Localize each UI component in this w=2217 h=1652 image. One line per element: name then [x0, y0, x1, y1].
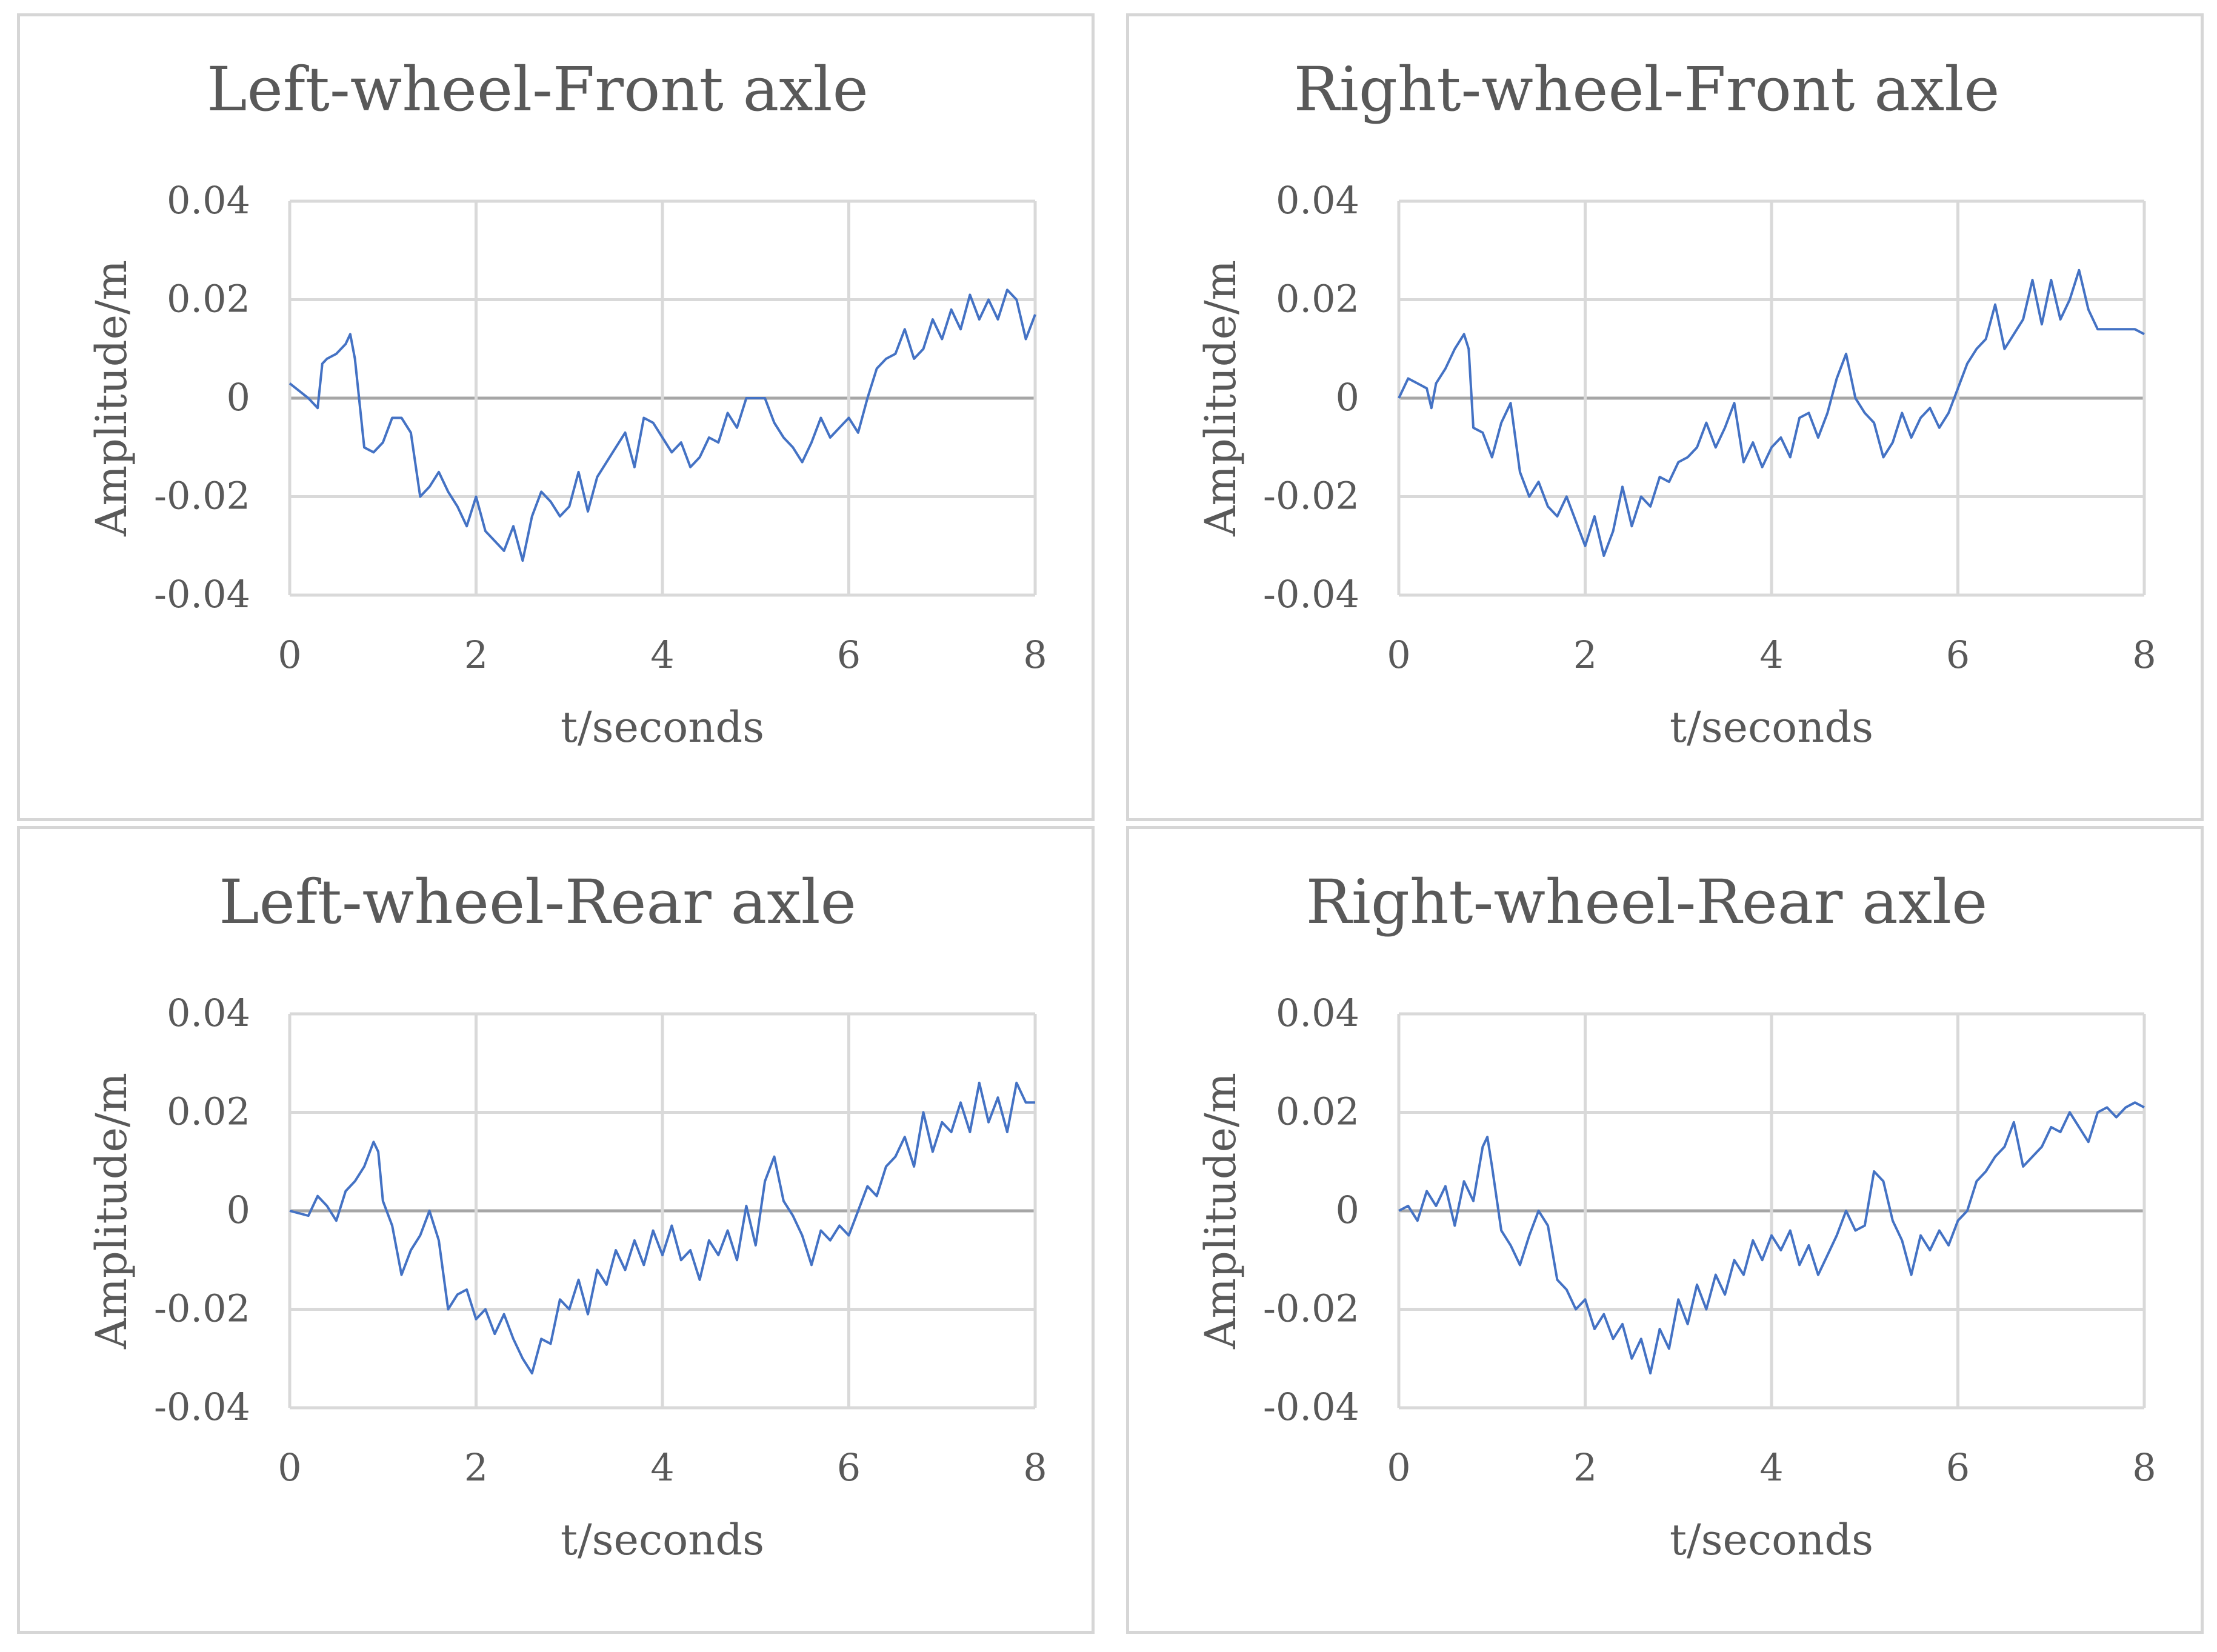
x-tick-label: 6: [837, 633, 861, 677]
y-tick-label: 0.04: [1276, 178, 1359, 222]
x-tick-label: 2: [464, 633, 488, 677]
x-tick-label: 0: [278, 1445, 301, 1490]
y-axis-label: Amplitude/m: [87, 1073, 136, 1350]
y-axis-label: Amplitude/m: [1196, 260, 1245, 537]
series-line: [288, 288, 1036, 562]
x-tick-label: 6: [837, 1445, 861, 1490]
y-tick-label: 0.02: [1276, 277, 1359, 321]
y-tick-label: 0.02: [167, 277, 250, 321]
y-tick-label: -0.02: [1263, 1287, 1359, 1331]
x-axis-label: t/seconds: [1670, 702, 1873, 752]
x-tick-label: 0: [278, 633, 301, 677]
y-tick-label: 0.04: [167, 178, 250, 222]
y-tick-label: -0.02: [154, 1287, 250, 1331]
y-tick-label: -0.02: [1263, 474, 1359, 518]
y-tick-label: 0: [227, 375, 250, 419]
y-tick-label: 0.02: [167, 1090, 250, 1134]
chart-panel-left-rear: Left-wheel-Rear axle 0.04 0.02 0 -0.02 -0.04 0…: [17, 826, 1095, 1634]
series-line: [1398, 268, 2145, 557]
x-tick-label: 4: [650, 633, 674, 677]
x-tick-label: 6: [1946, 1445, 1970, 1490]
y-tick-label: -0.04: [154, 572, 250, 616]
chart-svg: Left-wheel-Rear axle 0.04 0.02 0 -0.02 -0.04 0…: [87, 867, 1047, 1565]
x-tick-label: 6: [1946, 633, 1970, 677]
y-axis-label: Amplitude/m: [1196, 1073, 1245, 1350]
chart-title: Left-wheel-Rear axle: [219, 867, 856, 938]
chart-svg: Right-wheel-Rear axle 0.04 0.02 0 -0.02 -0.04…: [1196, 867, 2156, 1565]
y-tick-label: -0.02: [154, 474, 250, 518]
chart-panel-right-rear: Right-wheel-Rear axle 0.04 0.02 0 -0.02 -0.04…: [1126, 826, 2204, 1634]
y-tick-label: 0: [227, 1188, 250, 1232]
series-line: [289, 1081, 1035, 1375]
x-tick-label: 8: [2132, 1445, 2156, 1490]
chart-svg: Left-wheel-Front axle 0.04 0.02 0 -0.02 -0.04…: [87, 54, 1047, 752]
chart-panel-right-front: Right-wheel-Front axle 0.04 0.02 0 -0.02 -0.0…: [1126, 13, 2204, 821]
y-tick-label: 0.02: [1276, 1090, 1359, 1134]
y-axis-label: Amplitude/m: [87, 260, 136, 537]
y-tick-label: 0.04: [167, 991, 250, 1035]
x-tick-label: 2: [464, 1445, 488, 1490]
chart-title: Left-wheel-Front axle: [207, 54, 868, 125]
x-tick-label: 4: [650, 1445, 674, 1490]
chart-title: Right-wheel-Rear axle: [1306, 867, 1988, 938]
x-tick-label: 4: [1759, 1445, 1783, 1490]
chart-svg: Right-wheel-Front axle 0.04 0.02 0 -0.02 -0.0…: [1196, 54, 2156, 752]
x-tick-label: 2: [1573, 633, 1597, 677]
x-axis-label: t/seconds: [561, 702, 764, 752]
chart-panel-left-front: Left-wheel-Front axle 0.04 0.02 0 -0.02 -0.04…: [17, 13, 1095, 821]
x-tick-label: 0: [1387, 1445, 1410, 1490]
chart-title: Right-wheel-Front axle: [1294, 54, 2000, 125]
x-tick-label: 0: [1387, 633, 1410, 677]
y-tick-label: -0.04: [154, 1385, 250, 1429]
x-tick-label: 8: [1023, 1445, 1047, 1490]
x-tick-label: 8: [1023, 633, 1047, 677]
y-tick-label: 0: [1336, 1188, 1359, 1232]
y-tick-label: 0.04: [1276, 991, 1359, 1035]
x-tick-label: 2: [1573, 1445, 1597, 1490]
y-tick-label: 0: [1336, 375, 1359, 419]
x-axis-label: t/seconds: [1670, 1515, 1873, 1565]
series-line: [1398, 1101, 2145, 1375]
y-tick-label: -0.04: [1263, 572, 1359, 616]
x-tick-label: 4: [1759, 633, 1783, 677]
y-tick-label: -0.04: [1263, 1385, 1359, 1429]
x-tick-label: 8: [2132, 633, 2156, 677]
x-axis-label: t/seconds: [561, 1515, 764, 1565]
